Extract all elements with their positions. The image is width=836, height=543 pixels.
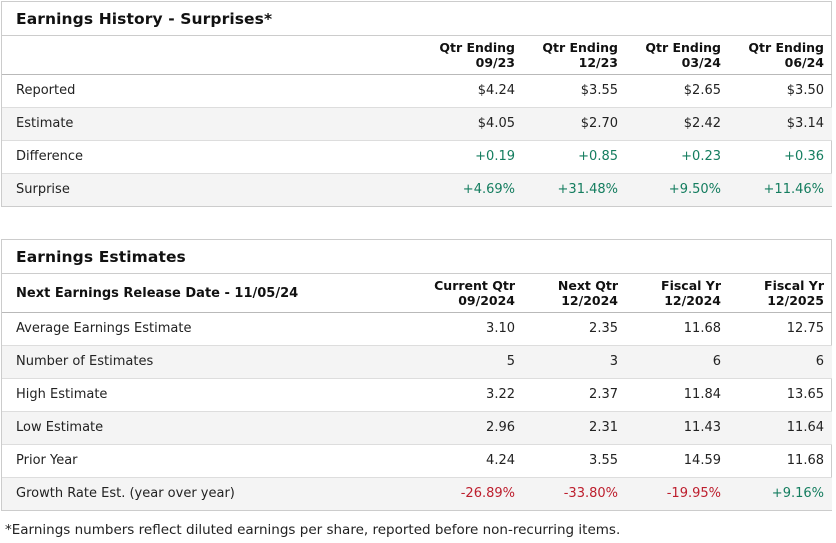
earnings-history-cell: +9.50% xyxy=(668,182,721,197)
earnings-estimates-cell: 2.35 xyxy=(523,312,626,346)
earnings-estimates-row-label: Growth Rate Est. (year over year) xyxy=(16,486,235,501)
earnings-estimates-cell: 2.37 xyxy=(523,378,626,412)
earnings-estimates-row: Low Estimate 2.96 2.31 11.43 11.64 xyxy=(2,411,832,445)
earnings-history-column-header: Qtr Ending 06/24 xyxy=(729,36,832,75)
earnings-history-cell: $2.42 xyxy=(626,107,729,141)
earnings-estimates-column-header: Next Qtr 12/2024 xyxy=(523,274,626,313)
earnings-history-row-label: Difference xyxy=(2,140,420,174)
earnings-history-cell: +11.46% xyxy=(763,182,824,197)
earnings-estimates-cell: 2.96 xyxy=(420,411,523,445)
earnings-estimates-column-header: Current Qtr 09/2024 xyxy=(420,274,523,313)
earnings-estimates-row-label: High Estimate xyxy=(2,378,420,412)
earnings-history-row-label: Estimate xyxy=(2,107,420,141)
earnings-history-table: Qtr Ending 09/23 Qtr Ending 12/23 Qtr Ending… xyxy=(2,36,832,206)
earnings-history-cell: +31.48% xyxy=(557,182,618,197)
earnings-history-header-spacer xyxy=(2,36,420,75)
earnings-estimates-cell: 13.65 xyxy=(729,378,832,412)
earnings-history-row-label: Surprise xyxy=(16,182,70,197)
earnings-estimates-row: High Estimate 3.22 2.37 11.84 13.65 xyxy=(2,378,832,412)
earnings-estimates-cell: +9.16% xyxy=(771,486,824,501)
earnings-history-header-row: Qtr Ending 09/23 Qtr Ending 12/23 Qtr Ending… xyxy=(2,36,832,75)
earnings-history-body: Reported $4.24 $3.55 $2.65 $3.50 Estimate $4.0… xyxy=(2,74,832,206)
earnings-estimates-row-label: Average Earnings Estimate xyxy=(2,312,420,346)
earnings-history-cell: $3.14 xyxy=(729,107,832,141)
earnings-estimates-cell: 6 xyxy=(729,345,832,379)
earnings-estimates-row-label: Low Estimate xyxy=(2,411,420,445)
earnings-history-row: Reported $4.24 $3.55 $2.65 $3.50 xyxy=(2,74,832,108)
earnings-history-cell: $2.65 xyxy=(626,74,729,108)
earnings-estimates-cell: 11.84 xyxy=(626,378,729,412)
earnings-estimates-header-row: Next Earnings Release Date - 11/05/24 Cu… xyxy=(2,274,832,313)
earnings-history-row-label: Reported xyxy=(2,74,420,108)
earnings-estimates-table: Next Earnings Release Date - 11/05/24 Cu… xyxy=(2,274,832,510)
earnings-history-row: Surprise +4.69% +31.48% +9.50% +11.46% xyxy=(2,173,832,206)
earnings-estimates-row-label: Number of Estimates xyxy=(2,345,420,379)
earnings-estimates-cell: 14.59 xyxy=(626,444,729,478)
earnings-estimates-cell: 3.10 xyxy=(420,312,523,346)
earnings-estimates-cell: -33.80% xyxy=(563,486,618,501)
earnings-estimates-column-header: Fiscal Yr 12/2025 xyxy=(729,274,832,313)
earnings-estimates-cell: 11.68 xyxy=(626,312,729,346)
earnings-estimates-title: Earnings Estimates xyxy=(2,240,831,274)
earnings-history-row: Difference +0.19 +0.85 +0.23 +0.36 xyxy=(2,140,832,174)
earnings-estimates-cell: 5 xyxy=(420,345,523,379)
earnings-history-cell: $4.24 xyxy=(420,74,523,108)
earnings-history-row: Estimate $4.05 $2.70 $2.42 $3.14 xyxy=(2,107,832,141)
earnings-history-column-header: Qtr Ending 03/24 xyxy=(626,36,729,75)
earnings-history-cell: +0.85 xyxy=(523,140,626,174)
earnings-estimates-row: Prior Year 4.24 3.55 14.59 11.68 xyxy=(2,444,832,478)
earnings-estimates-cell: 12.75 xyxy=(729,312,832,346)
earnings-history-cell: +0.36 xyxy=(729,140,832,174)
earnings-history-panel: Earnings History - Surprises* Qtr Ending… xyxy=(1,1,832,207)
earnings-estimates-body: Average Earnings Estimate 3.10 2.35 11.68 12… xyxy=(2,312,832,510)
earnings-history-cell: +0.19 xyxy=(420,140,523,174)
earnings-footnote: *Earnings numbers reflect diluted earnin… xyxy=(5,522,621,538)
earnings-estimates-cell: 11.68 xyxy=(729,444,832,478)
earnings-history-cell: $3.50 xyxy=(729,74,832,108)
earnings-estimates-column-header: Fiscal Yr 12/2024 xyxy=(626,274,729,313)
earnings-estimates-cell: 3 xyxy=(523,345,626,379)
earnings-history-cell: $2.70 xyxy=(523,107,626,141)
earnings-history-cell: $4.05 xyxy=(420,107,523,141)
earnings-estimates-cell: 6 xyxy=(626,345,729,379)
earnings-estimates-cell: -26.89% xyxy=(460,486,515,501)
earnings-estimates-row: Number of Estimates 5 3 6 6 xyxy=(2,345,832,379)
earnings-estimates-cell: 11.43 xyxy=(626,411,729,445)
earnings-estimates-cell: 3.55 xyxy=(523,444,626,478)
earnings-estimates-cell: -19.95% xyxy=(666,486,721,501)
next-earnings-release-date-label: Next Earnings Release Date - 11/05/24 xyxy=(2,274,420,313)
earnings-estimates-cell: 4.24 xyxy=(420,444,523,478)
earnings-estimates-panel: Earnings Estimates Next Earnings Release… xyxy=(1,239,832,511)
earnings-estimates-cell: 2.31 xyxy=(523,411,626,445)
earnings-history-title: Earnings History - Surprises* xyxy=(2,2,831,36)
earnings-estimates-cell: 11.64 xyxy=(729,411,832,445)
earnings-estimates-row: Average Earnings Estimate 3.10 2.35 11.68 12… xyxy=(2,312,832,346)
earnings-history-cell: +4.69% xyxy=(462,182,515,197)
earnings-estimates-row-label: Prior Year xyxy=(2,444,420,478)
earnings-history-cell: $3.55 xyxy=(523,74,626,108)
earnings-estimates-cell: 3.22 xyxy=(420,378,523,412)
earnings-history-column-header: Qtr Ending 12/23 xyxy=(523,36,626,75)
earnings-history-column-header: Qtr Ending 09/23 xyxy=(420,36,523,75)
earnings-history-cell: +0.23 xyxy=(626,140,729,174)
earnings-estimates-row: Growth Rate Est. (year over year) -26.89%… xyxy=(2,477,832,510)
